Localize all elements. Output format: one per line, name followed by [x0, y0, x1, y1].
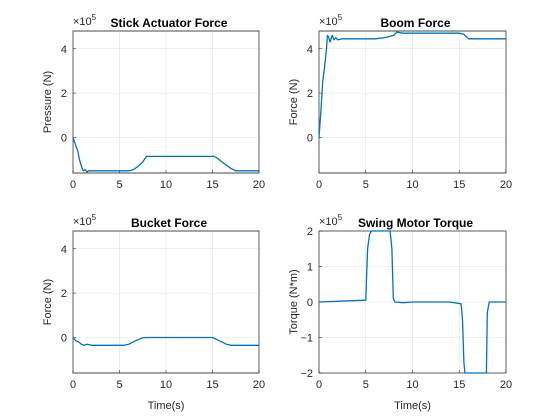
y-tick-label: 1: [307, 262, 313, 274]
y-tick-label: 0: [307, 297, 313, 309]
x-tick-label: 5: [116, 179, 122, 191]
x-tick-label: 15: [206, 179, 218, 191]
chart-title: Swing Motor Torque: [358, 216, 473, 230]
exponent-label: ×105: [73, 213, 97, 228]
exponent-label: ×105: [73, 13, 97, 28]
subplot-4: 0 5 10 15 20 −2 −1 0 1 2 ×105 Swing Motor Torque Tor…: [288, 213, 512, 412]
subplot-1: 0 5 10 15 20 0 2 4 ×105 Stick Actuator Force Press…: [42, 13, 265, 191]
y-axis-label: Force (N): [42, 279, 54, 325]
x-tick-label: 10: [406, 179, 418, 191]
axes-frame: [72, 30, 260, 174]
x-axis-label: Time(s): [394, 400, 431, 412]
x-tick-label: 0: [316, 179, 322, 191]
x-tick-label: 20: [253, 179, 265, 191]
y-tick-label: 2: [61, 88, 67, 100]
x-tick-label: 20: [253, 379, 265, 391]
x-tick-label: 10: [160, 179, 172, 191]
y-tick-label: 2: [307, 88, 313, 100]
y-tick-label: 0: [61, 333, 67, 345]
chart-title: Boom Force: [380, 16, 450, 30]
subplot-2: 0 5 10 15 20 0 2 4 ×105 Boom Force Force (N): [288, 13, 512, 191]
x-tick-label: 15: [453, 179, 465, 191]
series-line-1: [72, 137, 259, 173]
axes-frame: [318, 30, 507, 174]
y-axis-label: Torque (N*m): [288, 269, 300, 334]
y-tick-label: 2: [307, 226, 313, 238]
x-tick-label: 15: [453, 379, 465, 391]
series-line-1: [72, 336, 259, 346]
y-tick-label: 2: [61, 288, 67, 300]
x-tick-label: 10: [160, 379, 172, 391]
exponent-label: ×105: [319, 13, 343, 28]
x-tick-label: 15: [206, 379, 218, 391]
series-line-1: [318, 31, 506, 138]
x-tick-label: 5: [363, 179, 369, 191]
x-tick-label: 20: [500, 179, 512, 191]
series-line-1: [318, 230, 506, 374]
x-tick-label: 0: [70, 379, 76, 391]
x-tick-label: 0: [70, 179, 76, 191]
subplot-3: 0 5 10 15 20 0 2 4 ×105 Bucket Force Force (N) Time…: [42, 213, 265, 412]
x-axis-label: Time(s): [148, 400, 185, 412]
x-tick-label: 10: [406, 379, 418, 391]
x-tick-label: 5: [363, 379, 369, 391]
y-tick-label: −2: [300, 368, 313, 380]
x-tick-label: 0: [316, 379, 322, 391]
y-tick-label: 4: [61, 244, 67, 256]
chart-title: Stick Actuator Force: [111, 16, 228, 30]
y-tick-label: 4: [61, 44, 67, 56]
y-axis-label: Force (N): [288, 79, 300, 125]
y-tick-label: 0: [307, 133, 313, 145]
y-tick-label: −1: [300, 333, 313, 345]
x-tick-label: 5: [116, 379, 122, 391]
x-tick-label: 20: [500, 379, 512, 391]
exponent-label: ×105: [319, 213, 343, 228]
y-tick-label: 4: [307, 44, 313, 56]
y-tick-label: 0: [61, 133, 67, 145]
y-axis-label: Pressure (N): [42, 71, 54, 133]
axes-frame: [72, 230, 260, 374]
chart-title: Bucket Force: [131, 216, 207, 230]
